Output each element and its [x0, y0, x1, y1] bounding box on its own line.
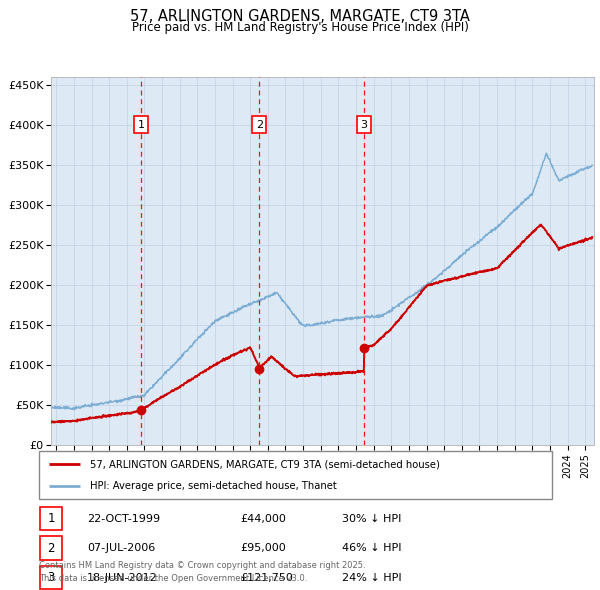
- Text: 1: 1: [137, 120, 145, 130]
- Text: 30% ↓ HPI: 30% ↓ HPI: [342, 514, 401, 523]
- Text: 22-OCT-1999: 22-OCT-1999: [87, 514, 160, 523]
- Text: Contains HM Land Registry data © Crown copyright and database right 2025.
This d: Contains HM Land Registry data © Crown c…: [39, 562, 365, 583]
- Text: HPI: Average price, semi-detached house, Thanet: HPI: Average price, semi-detached house,…: [91, 481, 337, 491]
- Text: 1: 1: [47, 512, 55, 525]
- Text: Price paid vs. HM Land Registry's House Price Index (HPI): Price paid vs. HM Land Registry's House …: [131, 21, 469, 34]
- Text: 3: 3: [47, 571, 55, 584]
- FancyBboxPatch shape: [40, 536, 62, 560]
- Text: 46% ↓ HPI: 46% ↓ HPI: [342, 543, 401, 553]
- Text: 2: 2: [256, 120, 263, 130]
- Text: 57, ARLINGTON GARDENS, MARGATE, CT9 3TA: 57, ARLINGTON GARDENS, MARGATE, CT9 3TA: [130, 9, 470, 24]
- Text: 57, ARLINGTON GARDENS, MARGATE, CT9 3TA (semi-detached house): 57, ARLINGTON GARDENS, MARGATE, CT9 3TA …: [91, 459, 440, 469]
- Text: 18-JUN-2012: 18-JUN-2012: [87, 573, 158, 582]
- FancyBboxPatch shape: [39, 451, 552, 499]
- Text: £121,750: £121,750: [240, 573, 293, 582]
- Text: 3: 3: [361, 120, 368, 130]
- FancyBboxPatch shape: [40, 566, 62, 589]
- FancyBboxPatch shape: [40, 507, 62, 530]
- Text: 24% ↓ HPI: 24% ↓ HPI: [342, 573, 401, 582]
- Text: 2: 2: [47, 542, 55, 555]
- Text: £95,000: £95,000: [240, 543, 286, 553]
- Text: 07-JUL-2006: 07-JUL-2006: [87, 543, 155, 553]
- Text: £44,000: £44,000: [240, 514, 286, 523]
